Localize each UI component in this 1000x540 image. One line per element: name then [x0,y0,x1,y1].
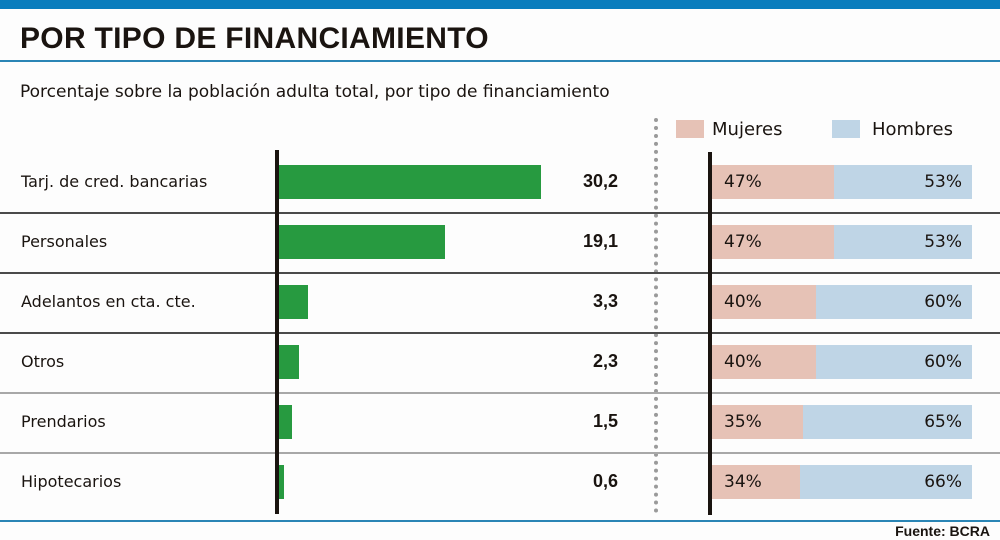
bar-segment-mujeres: 35% [712,405,803,439]
bar [279,225,445,259]
row-separator [0,212,1000,214]
bar [279,405,292,439]
bar-value-label: 2,3 [592,351,618,371]
category-label: Prendarios [21,412,106,431]
bar [279,465,284,499]
category-label: Adelantos en cta. cte. [21,292,196,311]
legend-swatch-mujeres [676,120,704,138]
mujeres-pct-label: 35% [724,412,762,432]
hombres-pct-label: 53% [924,172,962,192]
left-axis-line [275,150,279,514]
bottom-divider [0,520,1000,522]
bar-segment-hombres: 60% [816,345,972,379]
category-label: Personales [21,232,108,251]
bar-segment-mujeres: 34% [712,465,801,499]
stacked-bar: 40% 60% [712,345,972,379]
bar-value-label: 19,1 [582,231,618,251]
stacked-bar: 40% 60% [712,285,972,319]
title-divider [0,60,1000,62]
bar [279,165,541,199]
bar-value-label: 0,6 [592,471,618,491]
category-label: Otros [21,352,65,371]
stacked-bar: 35% 65% [712,405,972,439]
row-separator [0,392,1000,394]
chart-subtitle: Porcentaje sobre la población adulta tot… [20,82,610,102]
legend-label-hombres: Hombres [872,118,953,140]
bar-segment-mujeres: 40% [712,345,816,379]
mujeres-pct-label: 47% [724,232,762,252]
bar [279,345,299,379]
bar-segment-mujeres: 47% [712,225,835,259]
bar-segment-mujeres: 47% [712,165,835,199]
right-axis-line [708,152,712,515]
bar-segment-hombres: 53% [834,165,972,199]
mujeres-pct-label: 47% [724,172,762,192]
stacked-bar: 47% 53% [712,165,972,199]
hombres-pct-label: 60% [924,352,962,372]
top-accent-bar [0,0,1000,9]
category-label: Tarj. de cred. bancarias [21,172,208,191]
bar-segment-hombres: 60% [816,285,972,319]
hombres-pct-label: 65% [924,412,962,432]
bar [279,285,308,319]
row-separator [0,332,1000,334]
stacked-bar: 47% 53% [712,225,972,259]
source-note: Fuente: BCRA [895,523,990,539]
panel-divider [654,118,658,513]
bar-segment-hombres: 66% [800,465,972,499]
hombres-pct-label: 60% [924,292,962,312]
row-separator [0,452,1000,454]
hombres-pct-label: 66% [924,472,962,492]
legend-item-mujeres: Mujeres [676,118,782,140]
legend-item-hombres: Hombres [832,118,953,140]
bar-segment-mujeres: 40% [712,285,816,319]
stacked-bar: 34% 66% [712,465,972,499]
hombres-pct-label: 53% [924,232,962,252]
category-label: Hipotecarios [21,472,122,491]
mujeres-pct-label: 34% [724,472,762,492]
legend-label-mujeres: Mujeres [712,118,783,140]
bar-value-label: 30,2 [582,171,618,191]
page-title: POR TIPO DE FINANCIAMIENTO [20,22,489,55]
mujeres-pct-label: 40% [724,292,762,312]
bar-value-label: 3,3 [592,291,618,311]
bar-value-label: 1,5 [592,411,618,431]
legend-swatch-hombres [832,120,860,138]
mujeres-pct-label: 40% [724,352,762,372]
row-separator [0,272,1000,274]
bar-segment-hombres: 65% [803,405,972,439]
bar-segment-hombres: 53% [834,225,972,259]
